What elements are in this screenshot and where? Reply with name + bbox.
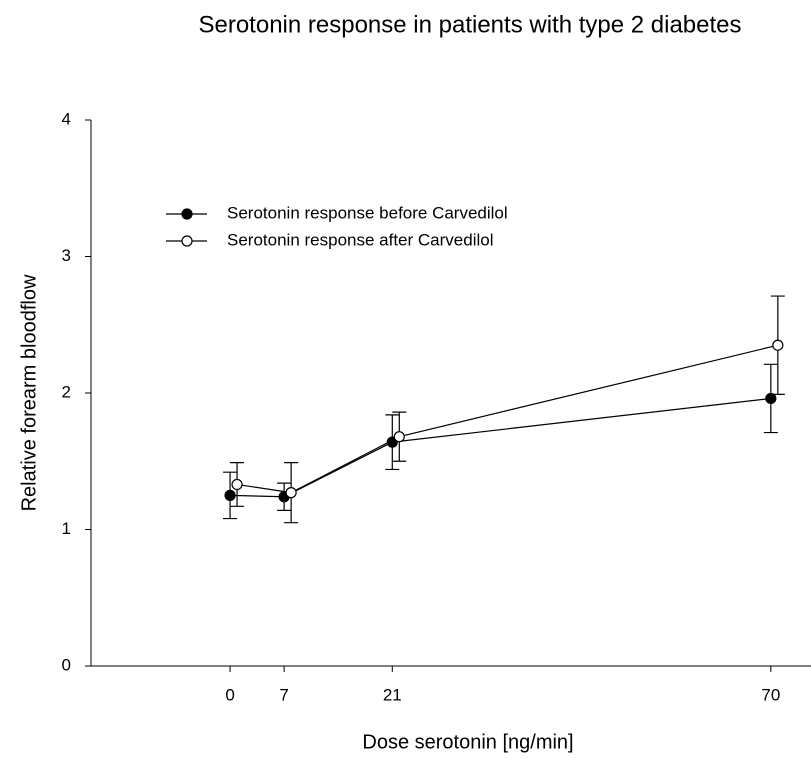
series-line (230, 397, 771, 498)
legend-marker (181, 208, 193, 220)
y-tick-label: 0 (62, 655, 71, 674)
data-point (224, 489, 236, 501)
x-tick-label: 0 (225, 685, 234, 704)
x-axis-label: Dose serotonin [ng/min] (362, 731, 573, 753)
data-point (231, 478, 243, 491)
data-point (393, 431, 405, 443)
data-point (765, 392, 777, 405)
legend-marker (181, 235, 193, 247)
y-tick-label: 2 (62, 382, 71, 401)
chart-title: Serotonin response in patients with type… (198, 11, 741, 38)
data-point (772, 339, 784, 351)
y-tick-label: 4 (62, 109, 71, 128)
legend-label: Serotonin response after Carvedilol (227, 230, 493, 249)
legend-label: Serotonin response before Carvedilol (227, 203, 508, 222)
y-tick-label: 1 (62, 519, 71, 538)
series-line (236, 344, 778, 494)
x-tick-label: 7 (279, 685, 288, 704)
y-axis-label: Relative forearm bloodflow (18, 274, 40, 511)
data-point (285, 487, 297, 499)
y-tick-label: 3 (62, 246, 71, 265)
x-tick-label: 70 (761, 685, 780, 704)
x-tick-label: 21 (383, 685, 402, 704)
